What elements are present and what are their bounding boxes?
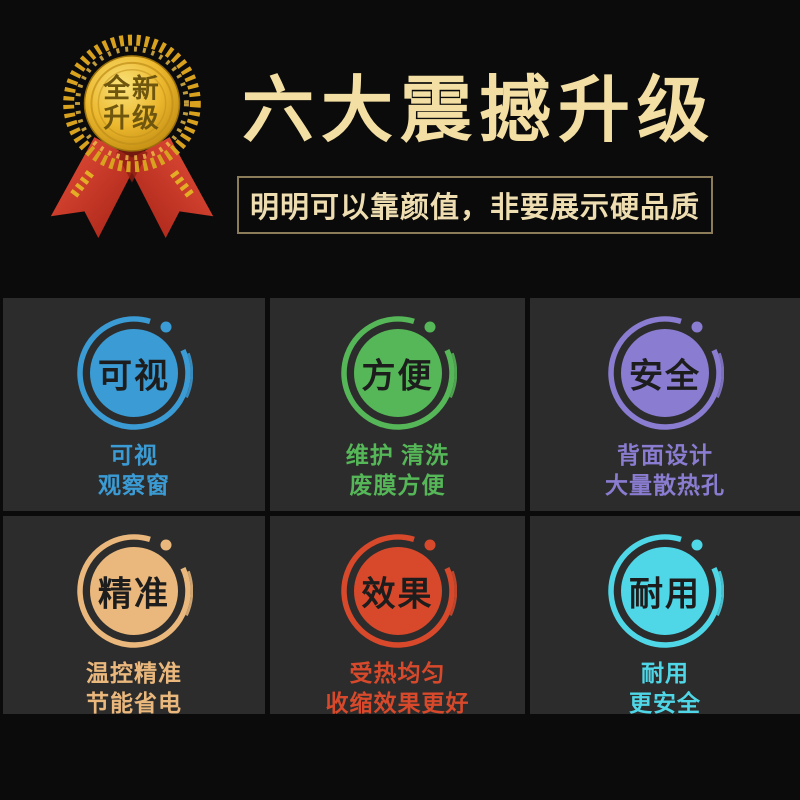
icon-label: 安全 bbox=[629, 357, 701, 396]
feature-caption: 温控精准 节能省电 bbox=[86, 658, 182, 718]
feature-card-precise: 精准 温控精准 节能省电 bbox=[3, 516, 265, 716]
subtitle-box: 明明可以靠颜值，非要展示硬品质 bbox=[237, 176, 713, 234]
medal-inner-ring bbox=[90, 61, 174, 145]
wreath-sprig-left bbox=[69, 170, 94, 200]
durable-circle-icon: 耐用 bbox=[606, 532, 724, 650]
feature-card-convenient: 方便 维护 清洗 废膜方便 bbox=[270, 298, 525, 511]
medal-inner-ring2 bbox=[97, 69, 167, 138]
feature-caption: 背面设计 大量散热孔 bbox=[605, 440, 725, 500]
icon-label: 精准 bbox=[98, 575, 170, 614]
caption-line1: 维护 清洗 bbox=[345, 442, 450, 468]
caption-line1: 可视 bbox=[110, 442, 158, 468]
features-grid: 可视 可视 观察窗 方便 维护 清洗 废膜方便 bbox=[0, 298, 800, 716]
feature-card-effect: 效果 受热均匀 收缩效果更好 bbox=[270, 516, 525, 716]
effect-circle-icon: 效果 bbox=[339, 532, 457, 650]
caption-line1: 温控精准 bbox=[86, 660, 182, 686]
caption-line1: 受热均匀 bbox=[349, 660, 446, 686]
feature-caption: 受热均匀 收缩效果更好 bbox=[326, 658, 470, 718]
medal-badge-icon: 全新 升级 bbox=[50, 34, 214, 239]
safe-circle-icon: 安全 bbox=[606, 314, 724, 432]
feature-caption: 可视 观察窗 bbox=[98, 440, 170, 500]
caption-line2: 废膜方便 bbox=[349, 472, 446, 498]
ribbon-left bbox=[50, 137, 138, 239]
visible-circle-icon: 可视 bbox=[75, 314, 193, 432]
convenient-circle-icon: 方便 bbox=[339, 314, 457, 432]
medal-text-line1: 全新 bbox=[102, 72, 160, 103]
caption-line2: 观察窗 bbox=[98, 472, 170, 498]
wreath-ring bbox=[63, 34, 201, 173]
precise-circle-icon: 精准 bbox=[75, 532, 193, 650]
caption-line2: 收缩效果更好 bbox=[325, 690, 470, 716]
icon-label: 效果 bbox=[361, 575, 434, 614]
caption-line2: 大量散热孔 bbox=[605, 472, 725, 498]
icon-label: 可视 bbox=[98, 357, 170, 396]
feature-card-durable: 耐用 耐用 更安全 bbox=[530, 516, 800, 716]
icon-label: 耐用 bbox=[629, 575, 701, 614]
feature-card-visible-window: 可视 可视 观察窗 bbox=[3, 298, 265, 511]
feature-card-safe: 安全 背面设计 大量散热孔 bbox=[530, 298, 800, 511]
medal-text-line2: 升级 bbox=[103, 102, 160, 133]
ribbon-fold bbox=[116, 143, 148, 183]
feature-caption: 维护 清洗 废膜方便 bbox=[346, 440, 449, 500]
caption-line2: 更安全 bbox=[629, 690, 701, 716]
icon-label: 方便 bbox=[361, 357, 434, 396]
page-title: 六大震撼升级 bbox=[241, 70, 716, 151]
caption-line2: 节能省电 bbox=[86, 690, 182, 716]
wreath-sprig-right bbox=[170, 170, 195, 200]
feature-caption: 耐用 更安全 bbox=[629, 658, 701, 718]
caption-line1: 背面设计 bbox=[617, 442, 713, 468]
caption-line1: 耐用 bbox=[641, 660, 689, 686]
wreath-ring-inner bbox=[75, 46, 189, 161]
ribbon-right bbox=[126, 137, 214, 239]
subtitle-text: 明明可以靠颜值，非要展示硬品质 bbox=[249, 192, 700, 224]
